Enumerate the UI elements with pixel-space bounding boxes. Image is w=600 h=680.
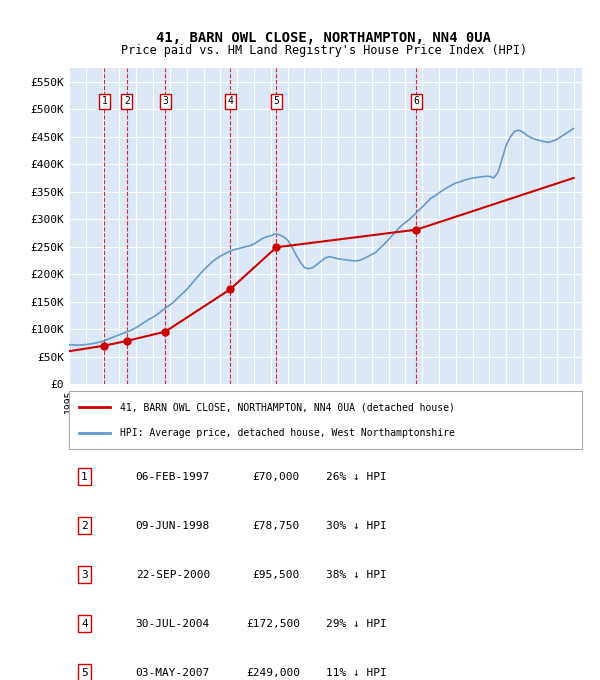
Text: 5: 5: [81, 668, 88, 677]
Text: 1: 1: [81, 472, 88, 481]
Text: 09-JUN-1998: 09-JUN-1998: [136, 521, 210, 530]
Text: HPI: Average price, detached house, West Northamptonshire: HPI: Average price, detached house, West…: [121, 428, 455, 438]
Text: 41, BARN OWL CLOSE, NORTHAMPTON, NN4 0UA: 41, BARN OWL CLOSE, NORTHAMPTON, NN4 0UA: [157, 31, 491, 45]
Text: 06-FEB-1997: 06-FEB-1997: [136, 472, 210, 481]
Text: 30% ↓ HPI: 30% ↓ HPI: [325, 521, 386, 530]
Text: 3: 3: [81, 570, 88, 579]
Text: 2: 2: [124, 96, 130, 106]
Text: 6: 6: [413, 96, 419, 106]
Text: 5: 5: [274, 96, 280, 106]
Text: 2: 2: [81, 521, 88, 530]
Text: 30-JUL-2004: 30-JUL-2004: [136, 619, 210, 628]
Text: 4: 4: [227, 96, 233, 106]
Text: 22-SEP-2000: 22-SEP-2000: [136, 570, 210, 579]
Text: 3: 3: [162, 96, 168, 106]
Text: 11% ↓ HPI: 11% ↓ HPI: [325, 668, 386, 677]
Text: 03-MAY-2007: 03-MAY-2007: [136, 668, 210, 677]
Text: 4: 4: [81, 619, 88, 628]
Text: £95,500: £95,500: [253, 570, 300, 579]
Text: £249,000: £249,000: [246, 668, 300, 677]
Text: 26% ↓ HPI: 26% ↓ HPI: [325, 472, 386, 481]
Text: 41, BARN OWL CLOSE, NORTHAMPTON, NN4 0UA (detached house): 41, BARN OWL CLOSE, NORTHAMPTON, NN4 0UA…: [121, 402, 455, 412]
Text: £78,750: £78,750: [253, 521, 300, 530]
Text: 29% ↓ HPI: 29% ↓ HPI: [325, 619, 386, 628]
Text: £172,500: £172,500: [246, 619, 300, 628]
Text: Price paid vs. HM Land Registry's House Price Index (HPI): Price paid vs. HM Land Registry's House …: [121, 44, 527, 57]
Text: 1: 1: [101, 96, 107, 106]
Text: £70,000: £70,000: [253, 472, 300, 481]
Text: 38% ↓ HPI: 38% ↓ HPI: [325, 570, 386, 579]
